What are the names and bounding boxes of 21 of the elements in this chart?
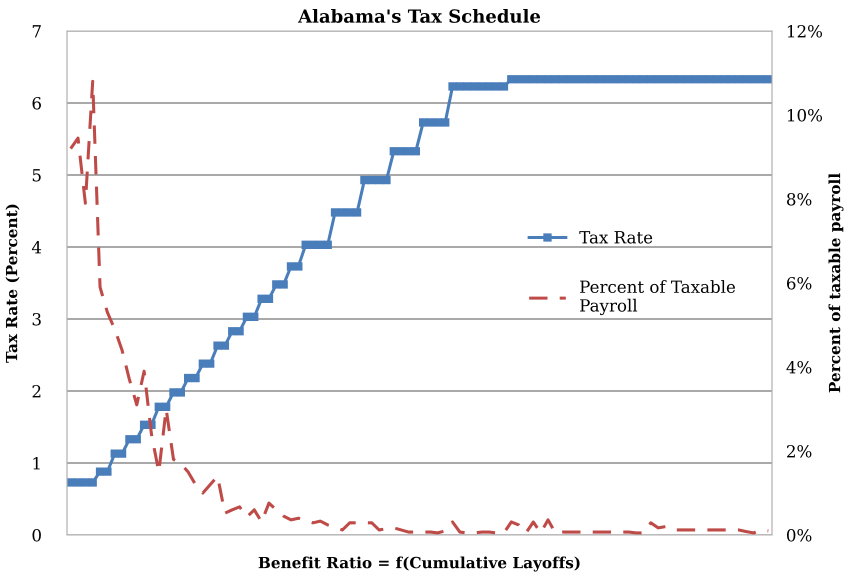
x-axis-title: Benefit Ratio = f(Cumulative Layoffs) [258, 556, 580, 572]
y-tick-label: 1 [33, 456, 40, 470]
y2-tick-label: 10% [788, 108, 822, 122]
y-tick-label: 2 [32, 384, 40, 398]
y-tick-label: 3 [32, 312, 41, 326]
legend-label: Tax Rate [579, 231, 652, 244]
y2-tick-label: 0% [786, 528, 812, 542]
y2-tick-label: 6% [787, 276, 812, 290]
legend-label: Percent of Taxable Payroll [580, 280, 736, 316]
y-tick-label: 7 [32, 25, 41, 38]
y2-tick-label: 12% [788, 24, 822, 38]
y-tick-label: 0 [32, 528, 41, 542]
y-axis-title: Tax Rate (Percent) [6, 204, 20, 363]
y2-axis-title: Percent of taxable payroll [828, 173, 844, 392]
y2-tick-label: 2% [787, 444, 812, 458]
y-tick-label: 5 [32, 169, 41, 182]
y2-tick-label: 4% [786, 360, 812, 374]
y-tick-label: 4 [32, 240, 42, 254]
chart-title: Alabama's Tax Schedule [298, 8, 540, 23]
y2-tick-label: 8% [787, 192, 812, 206]
y-tick-label: 6 [32, 96, 41, 110]
